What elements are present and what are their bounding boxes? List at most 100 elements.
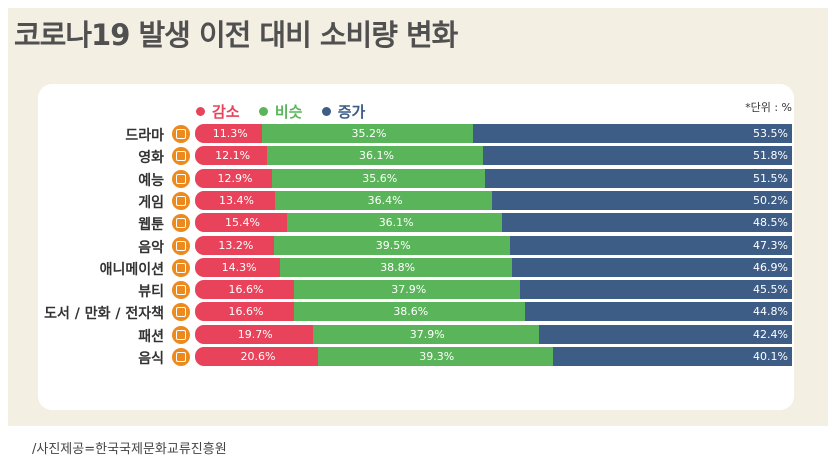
bar-segment-decrease [195, 213, 288, 232]
bar-segment-similar [280, 258, 513, 277]
gamepad-icon [172, 192, 190, 210]
data-label-similar: 39.5% [375, 239, 411, 252]
data-label-increase: 51.5% [753, 172, 788, 185]
data-label-increase: 46.9% [753, 261, 788, 274]
legend-label-decrease: 감소 [212, 103, 240, 121]
data-label-similar: 39.3% [419, 350, 455, 363]
bar-segment-decrease [195, 347, 319, 366]
category-label: 애니메이션 [99, 262, 164, 278]
webtoon-icon [172, 214, 190, 232]
source-caption: /사진제공=한국국제문화교류진흥원 [32, 442, 227, 457]
data-label-increase: 48.5% [753, 216, 788, 229]
bar-segment-decrease [195, 236, 275, 255]
legend: 감소 비슷 증가 [196, 101, 379, 122]
bar-segment-decrease [195, 258, 281, 277]
shirt-icon [172, 326, 190, 344]
category-label: 음악 [138, 240, 164, 256]
bar-segment-similar [294, 302, 526, 321]
bar-segment-decrease [195, 325, 314, 344]
chart-title: 코로나19 발생 이전 대비 소비량 변화 [14, 18, 458, 52]
data-label-increase: 44.8% [753, 305, 788, 318]
tv-icon [172, 125, 190, 143]
data-label-decrease: 15.4% [224, 216, 260, 229]
data-label-decrease: 14.3% [221, 261, 257, 274]
data-label-increase: 45.5% [753, 283, 788, 296]
bar-segment-increase [482, 146, 793, 165]
bar-segment-decrease [195, 169, 273, 188]
legend-label-similar: 비슷 [274, 103, 303, 121]
data-label-decrease: 12.1% [215, 149, 251, 162]
data-label-decrease: 13.2% [218, 239, 254, 252]
legend-item-increase: 증가 [321, 101, 366, 122]
film-icon [172, 147, 190, 165]
bar-segment-increase [552, 347, 793, 366]
data-label-increase: 47.3% [753, 239, 788, 252]
bar-segment-decrease [195, 191, 276, 210]
category-label: 웹툰 [138, 217, 164, 233]
data-label-decrease: 11.3% [212, 127, 248, 140]
category-label: 드라마 [125, 128, 164, 144]
category-label: 뷰티 [138, 284, 164, 300]
bar-segment-increase [484, 169, 793, 188]
data-label-similar: 38.8% [380, 261, 416, 274]
category-label: 도서 / 만화 / 전자책 [44, 306, 164, 322]
unit-note: *단위 : % [745, 101, 792, 114]
music-icon [172, 237, 190, 255]
legend-dot-increase [321, 107, 331, 116]
data-label-increase: 50.2% [753, 194, 788, 207]
bar-segment-increase [512, 258, 793, 277]
bar-segment-similar [272, 169, 486, 188]
bar-segment-decrease [195, 124, 263, 143]
play-icon [172, 170, 190, 188]
data-label-similar: 36.1% [358, 149, 394, 162]
legend-dot-decrease [196, 107, 205, 116]
legend-dot-similar [258, 107, 268, 116]
bar-segment-increase [524, 302, 793, 321]
beauty-icon [172, 281, 190, 299]
category-label: 게임 [138, 195, 164, 211]
bar-segment-similar [273, 236, 511, 255]
legend-label-increase: 증가 [337, 103, 366, 121]
data-label-similar: 37.9% [409, 328, 445, 341]
bar-segment-increase [509, 236, 793, 255]
data-label-increase: 53.5% [753, 127, 788, 140]
category-label: 음식 [138, 351, 164, 367]
bar-segment-similar [267, 146, 484, 165]
data-label-similar: 37.9% [391, 283, 427, 296]
data-label-decrease: 16.6% [228, 283, 264, 296]
data-label-decrease: 16.6% [228, 305, 264, 318]
animation-icon [172, 259, 190, 277]
data-label-decrease: 13.4% [218, 194, 254, 207]
data-label-similar: 36.1% [378, 216, 414, 229]
data-label-similar: 35.6% [362, 172, 398, 185]
bar-segment-increase [538, 325, 793, 344]
data-label-similar: 35.2% [351, 127, 387, 140]
bar-segment-increase [502, 213, 793, 232]
bar-segment-increase [520, 280, 793, 299]
data-label-similar: 36.4% [367, 194, 403, 207]
category-label: 예능 [138, 173, 164, 189]
bar-segment-similar [294, 280, 521, 299]
data-label-increase: 40.1% [753, 350, 788, 363]
data-label-increase: 42.4% [753, 328, 788, 341]
category-label: 패션 [138, 329, 164, 345]
bar-segment-decrease [195, 146, 268, 165]
bar-segment-decrease [195, 302, 295, 321]
dish-icon [172, 348, 190, 366]
legend-item-similar: 비슷 [258, 101, 303, 122]
data-label-decrease: 19.7% [237, 328, 273, 341]
data-label-similar: 38.6% [393, 305, 429, 318]
data-label-decrease: 12.9% [217, 172, 253, 185]
bar-segment-similar [262, 124, 474, 143]
category-label: 영화 [138, 150, 164, 166]
bar-segment-increase [472, 124, 793, 143]
bar-segment-decrease [195, 280, 295, 299]
bar-segment-increase [492, 191, 793, 210]
book-icon [172, 303, 190, 321]
data-label-decrease: 20.6% [240, 350, 276, 363]
data-label-increase: 51.8% [753, 149, 788, 162]
legend-item-decrease: 감소 [196, 101, 240, 122]
bar-segment-similar [274, 191, 493, 210]
bar-segment-similar [286, 213, 503, 232]
bar-segment-similar [317, 347, 554, 366]
